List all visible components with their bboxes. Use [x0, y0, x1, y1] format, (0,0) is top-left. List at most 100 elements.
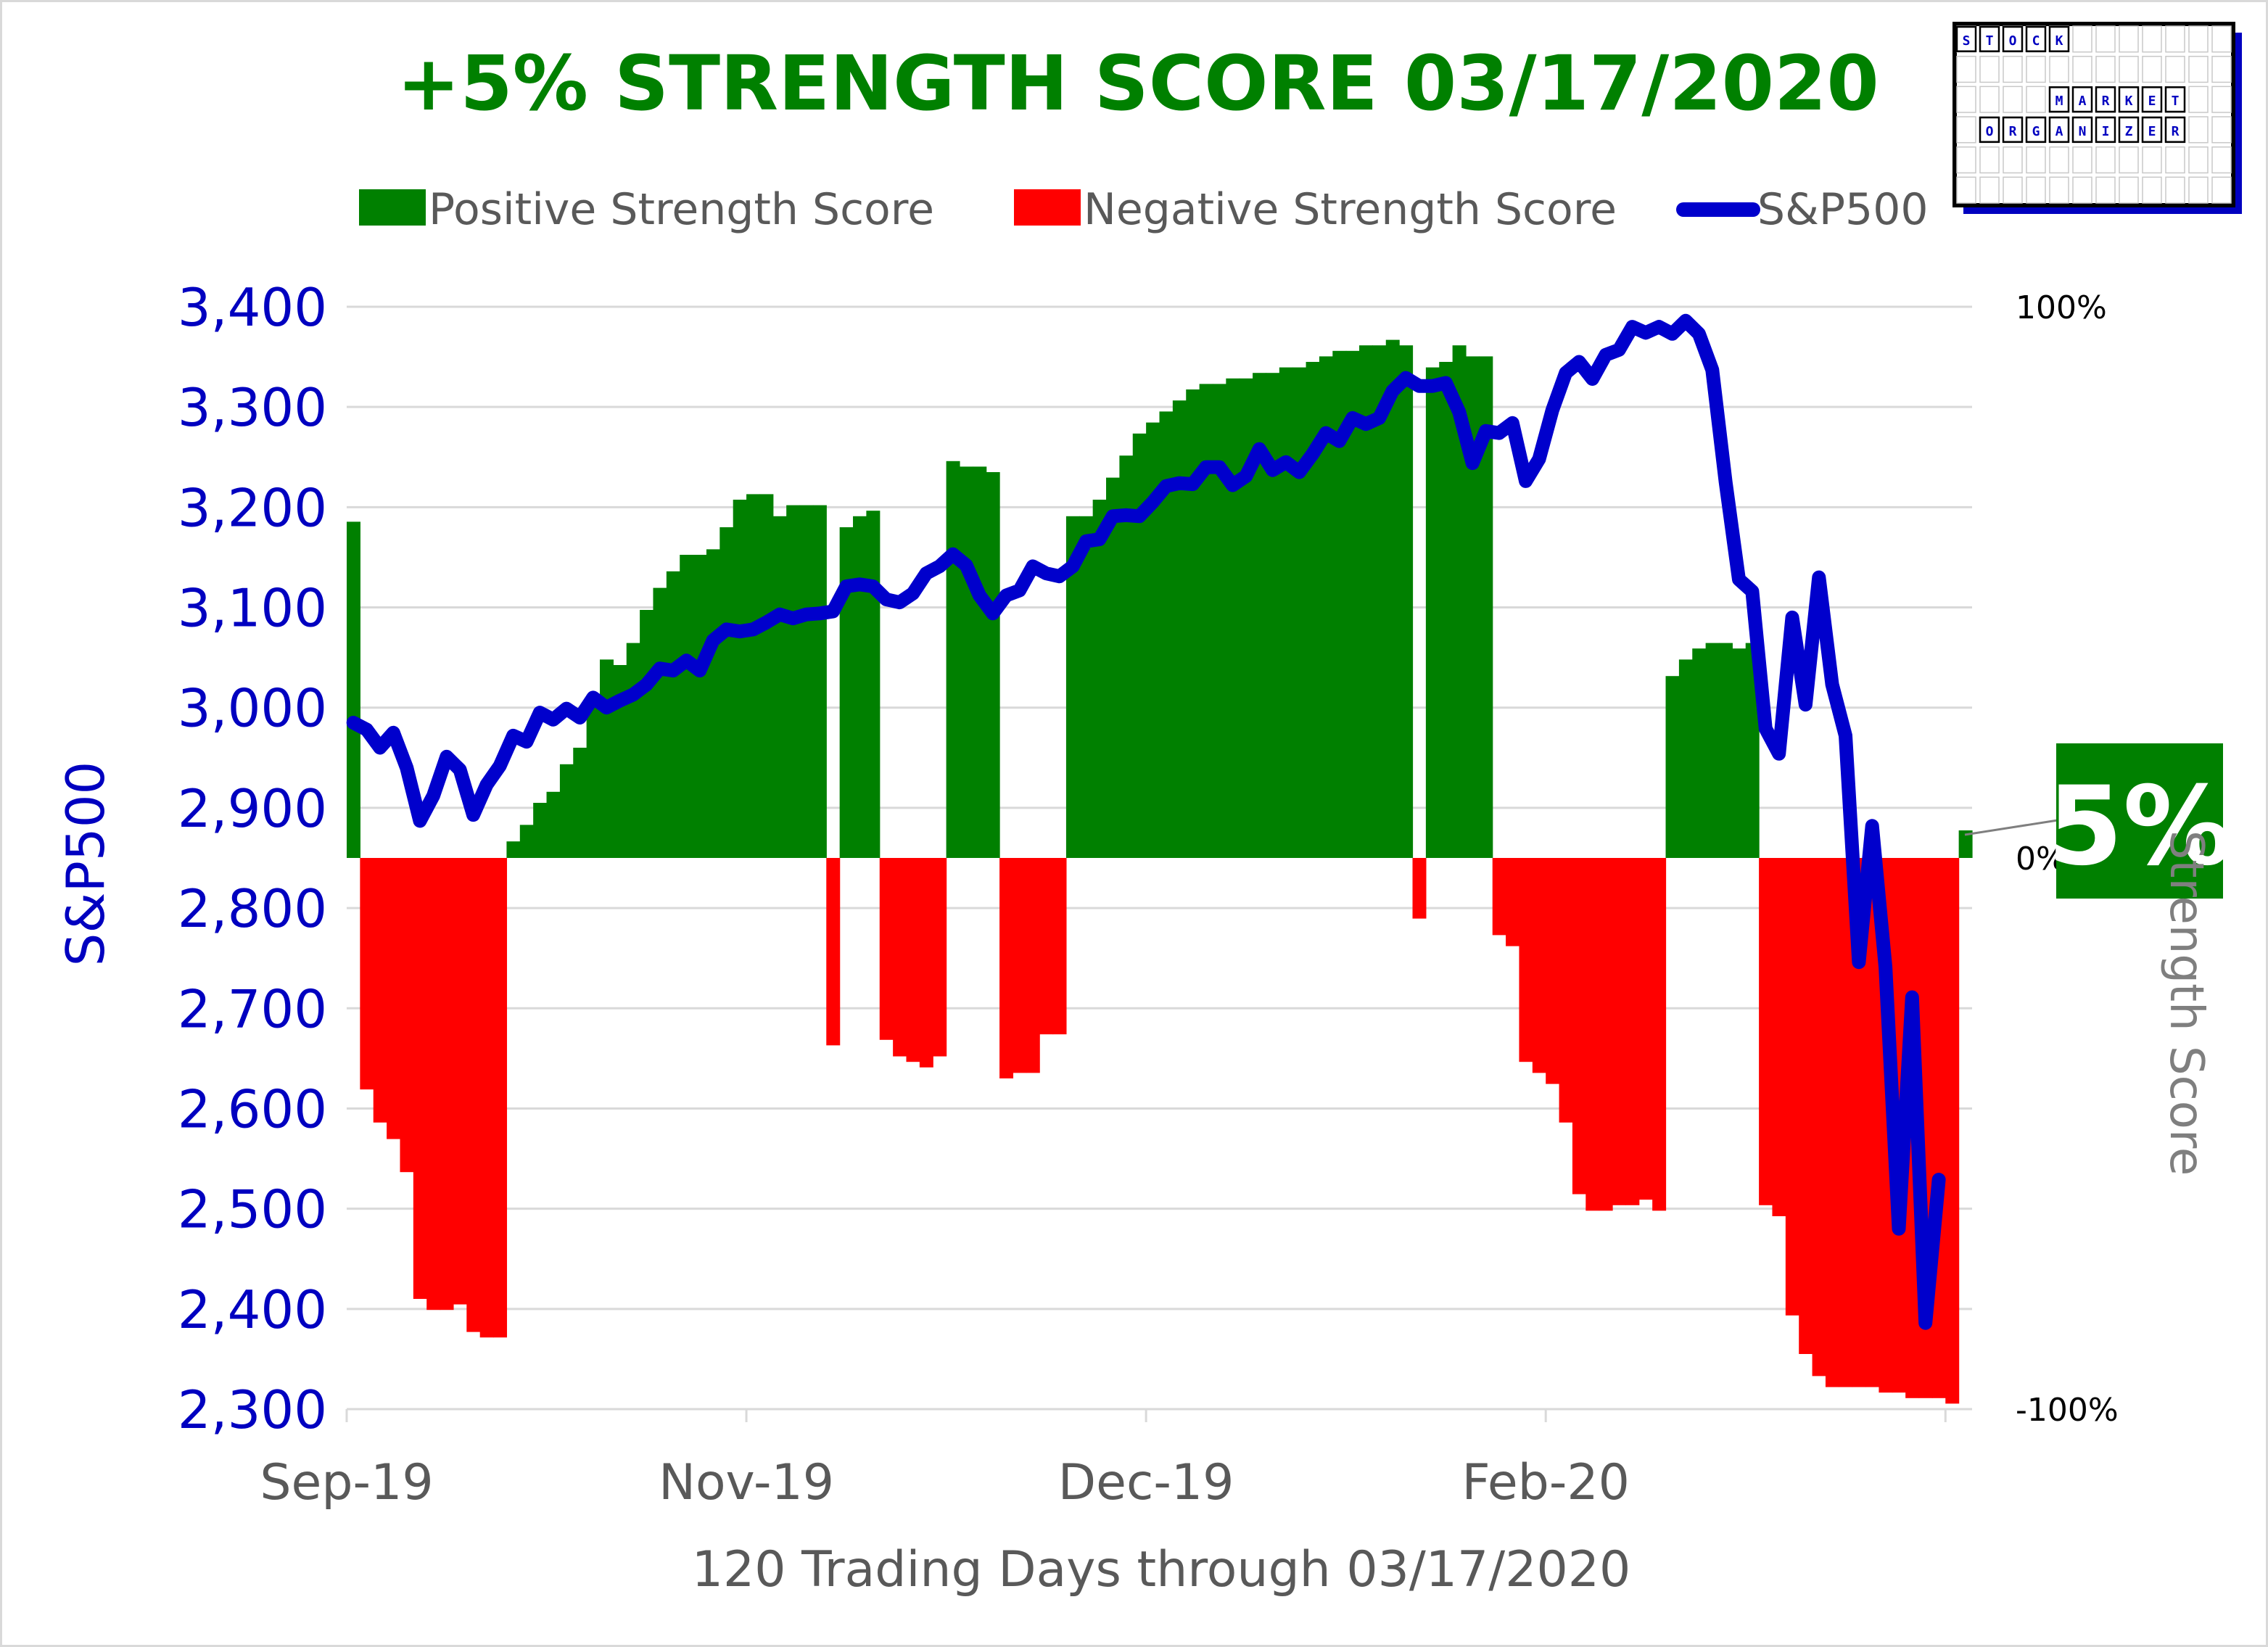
- logo-letter-cell: [2164, 86, 2186, 113]
- bar-positive: [839, 527, 854, 858]
- logo-cell: [2003, 176, 2023, 204]
- bar-positive: [746, 494, 761, 858]
- logo-letter: A: [2079, 94, 2087, 109]
- bar-positive: [626, 643, 640, 858]
- logo-words: S T O C KM A R K E TO R G A N I Z E R: [1955, 25, 2186, 143]
- logo-letter-cell: [2025, 25, 2047, 52]
- logo-cell: [2119, 25, 2139, 53]
- bar-positive: [1186, 389, 1200, 858]
- bar-positive: [1465, 356, 1480, 858]
- logo-cell: [2211, 55, 2232, 83]
- bar-negative: [1865, 858, 1880, 1387]
- bar-positive: [1292, 367, 1307, 859]
- bar-negative: [387, 858, 401, 1139]
- bar-positive: [1079, 516, 1094, 858]
- bar-positive: [1306, 362, 1320, 858]
- logo-letter: O: [1986, 124, 1994, 139]
- bar-positive: [1226, 378, 1240, 858]
- logo-cell: [2026, 176, 2046, 204]
- logo-cell: [2095, 146, 2116, 174]
- bar-negative: [1625, 858, 1640, 1205]
- logo-cell: [2072, 146, 2092, 174]
- bar-negative: [999, 858, 1014, 1078]
- bar-positive: [1172, 400, 1187, 858]
- bar-positive: [959, 466, 973, 858]
- bar-positive: [1159, 411, 1174, 858]
- bar-negative: [1785, 858, 1799, 1316]
- left-tick-label: 3,100: [178, 578, 327, 639]
- logo-letter: E: [2148, 94, 2156, 109]
- bar-negative: [466, 858, 481, 1332]
- logo-letter: O: [2009, 33, 2017, 49]
- logo-cell: [2211, 25, 2232, 53]
- bar-negative: [360, 858, 374, 1090]
- logo-cell: [1956, 176, 1976, 204]
- bar-negative: [440, 858, 454, 1310]
- logo-letter: S: [1963, 33, 1971, 49]
- bar-negative: [919, 858, 933, 1068]
- logo-cell: [2188, 146, 2209, 174]
- left-tick-label: 3,400: [178, 277, 327, 338]
- logo-letter: R: [2172, 124, 2180, 139]
- bar-negative: [1519, 858, 1533, 1062]
- x-tick-label: Feb-20: [1461, 1454, 1629, 1511]
- bar-positive: [586, 703, 601, 858]
- logo-letter-cell: [2002, 25, 2024, 52]
- bar-positive: [1372, 345, 1387, 858]
- logo-cell: [2188, 55, 2209, 83]
- bar-negative: [1532, 858, 1546, 1073]
- logo-letter-cell: [2002, 116, 2024, 143]
- bar-negative: [893, 858, 907, 1057]
- right-axis-title: Strength Score: [2159, 830, 2213, 1176]
- bar-negative: [1599, 858, 1613, 1211]
- logo-cell: [2026, 86, 2046, 113]
- bar-negative: [1931, 858, 1946, 1398]
- logo-letter: R: [2102, 94, 2110, 109]
- bar-positive: [347, 521, 360, 858]
- bar-positive: [1345, 350, 1360, 858]
- bar-negative: [413, 858, 427, 1299]
- chart-title: +5% STRENGTH SCORE 03/17/2020: [397, 39, 1879, 128]
- logo-cell: [2003, 86, 2023, 113]
- logo-cell: [2211, 116, 2232, 144]
- logo-cell: [1956, 55, 1976, 83]
- bar-positive: [812, 505, 827, 858]
- logo-letter-cell: [2025, 116, 2047, 143]
- left-tick-label: 2,800: [178, 878, 327, 939]
- left-tick-label: 2,600: [178, 1078, 327, 1139]
- bar-positive: [1439, 362, 1453, 858]
- logo-letter-cell: [1979, 25, 2000, 52]
- logo-cell: [1979, 146, 2000, 174]
- logo-cell: [2211, 176, 2232, 204]
- logo-cell: [2049, 176, 2069, 204]
- bar-positive: [1399, 345, 1414, 858]
- bar-positive: [1092, 500, 1107, 858]
- logo-cell: [1956, 146, 1976, 174]
- logo-cell: [2165, 55, 2185, 83]
- left-tick-label: 2,500: [178, 1179, 327, 1240]
- left-tick-label: 3,300: [178, 377, 327, 438]
- right-tick-label: -100%: [2016, 1392, 2119, 1429]
- bar-negative: [1559, 858, 1573, 1123]
- bar-positive: [973, 466, 987, 858]
- logo-letter: T: [2172, 94, 2180, 109]
- bar-positive: [1239, 378, 1253, 858]
- logo-cell: [2095, 176, 2116, 204]
- logo-letter: E: [2148, 124, 2156, 139]
- logo-letter: G: [2032, 124, 2040, 139]
- bar-negative: [1799, 858, 1813, 1354]
- bar-positive: [1319, 356, 1333, 858]
- bar-positive: [1665, 676, 1680, 858]
- bar-negative: [1572, 858, 1586, 1194]
- logo-letter-cell: [2118, 86, 2140, 113]
- bar-negative: [1638, 858, 1653, 1200]
- bar-negative: [906, 858, 920, 1062]
- bar-positive: [986, 472, 1000, 858]
- bar-positive: [519, 825, 534, 858]
- bar-negative: [1839, 858, 1853, 1387]
- bar-positive: [1199, 384, 1213, 858]
- bar-positive: [733, 500, 747, 858]
- logo-cell: [2165, 146, 2185, 174]
- logo-letter: R: [2009, 124, 2017, 139]
- logo-cell: [2095, 55, 2116, 83]
